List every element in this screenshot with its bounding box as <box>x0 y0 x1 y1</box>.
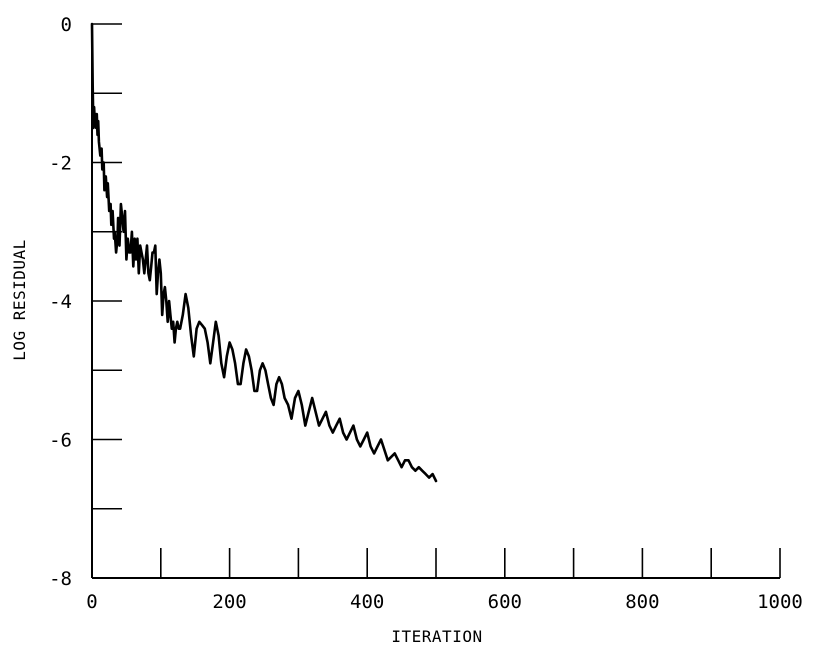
x-axis-label: ITERATION <box>391 627 482 646</box>
y-tick-label: -6 <box>49 430 72 452</box>
x-tick-label: 600 <box>488 591 522 613</box>
axes <box>91 24 780 579</box>
series-line-1 <box>90 22 438 483</box>
x-tick-label: 200 <box>212 591 246 613</box>
x-tick-label: 1000 <box>757 591 803 613</box>
x-tick-label: 400 <box>350 591 384 613</box>
y-tick-label: -2 <box>49 153 72 175</box>
y-axis-label: LOG RESIDUAL <box>10 239 29 361</box>
series-layer <box>90 22 438 483</box>
x-tick-label: 0 <box>86 591 97 613</box>
ticks <box>92 23 781 578</box>
tick-labels: 0 200 400 600 800 1000 0 -2 -4 -6 -8 <box>49 14 803 613</box>
y-tick-label: -8 <box>49 568 72 590</box>
y-tick-label: 0 <box>61 14 72 36</box>
y-tick-label: -4 <box>49 291 72 313</box>
x-tick-label: 800 <box>625 591 659 613</box>
